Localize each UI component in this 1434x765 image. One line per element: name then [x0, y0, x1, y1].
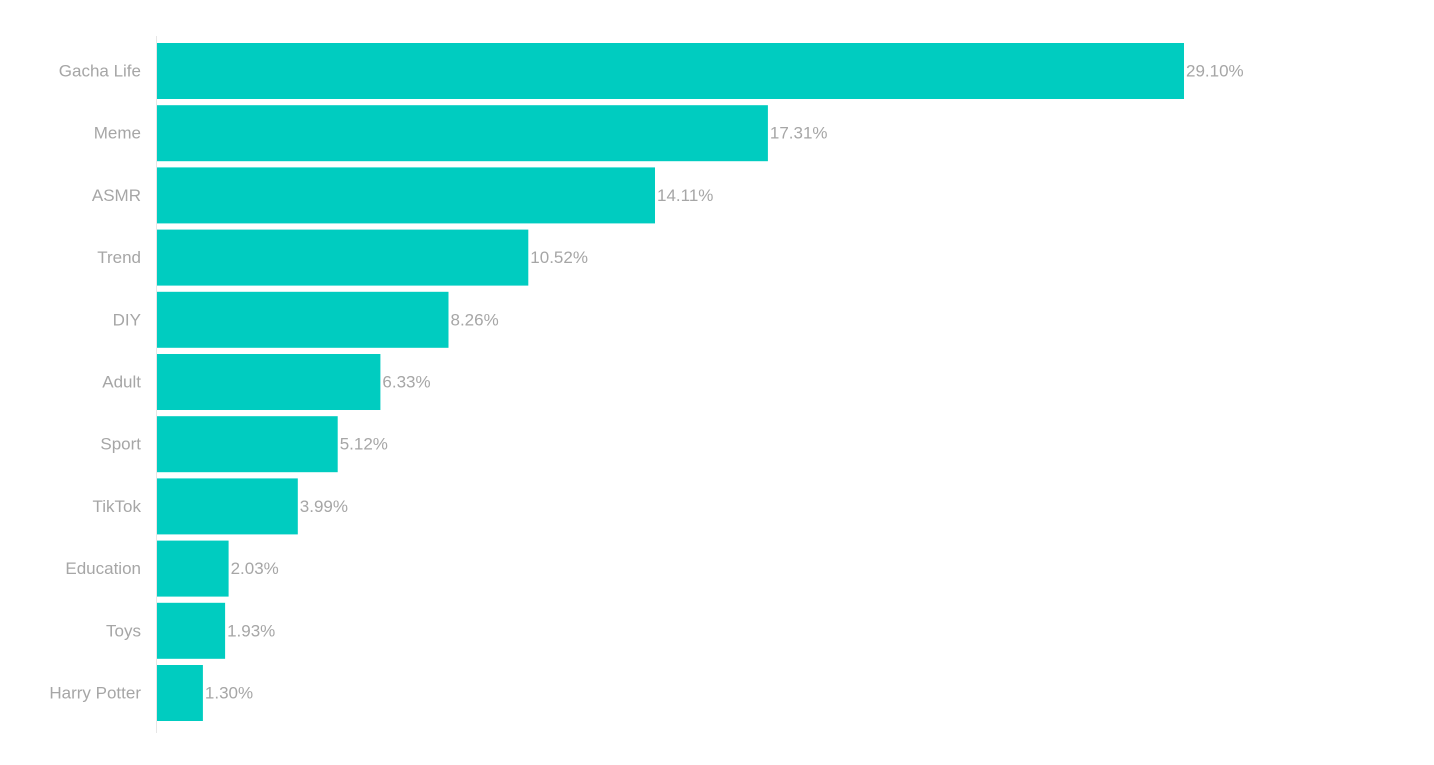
bar — [157, 665, 203, 721]
bar — [157, 478, 298, 535]
category-label: DIY — [113, 310, 141, 329]
value-label: 3.99% — [300, 497, 348, 516]
bar — [157, 416, 338, 473]
bar — [157, 540, 229, 597]
value-label: 10.52% — [530, 248, 588, 267]
category-label: Toys — [106, 621, 141, 640]
category-label: Trend — [97, 248, 141, 267]
bar — [157, 167, 655, 224]
category-labels-group: Gacha Life Meme ASMR Trend DIY Adult Sport TikT… — [49, 62, 141, 703]
value-label: 1.93% — [227, 621, 275, 640]
category-label: Gacha Life — [59, 62, 141, 81]
bars-group — [157, 43, 1184, 721]
bar — [157, 291, 449, 348]
category-label: TikTok — [93, 497, 142, 516]
value-label: 2.03% — [231, 559, 279, 578]
category-label: Harry Potter — [49, 684, 141, 703]
category-label: Meme — [94, 124, 141, 143]
value-label: 17.31% — [770, 124, 828, 143]
category-label: Adult — [102, 373, 141, 392]
value-label: 14.11% — [657, 186, 713, 205]
bar — [157, 229, 529, 286]
bar — [157, 105, 768, 162]
category-label: ASMR — [92, 186, 141, 205]
category-label: Sport — [100, 435, 141, 454]
category-label: Education — [65, 559, 141, 578]
value-label: 8.26% — [451, 310, 499, 329]
value-label: 5.12% — [340, 435, 388, 454]
value-label: 1.30% — [205, 684, 253, 703]
bar — [157, 43, 1184, 99]
bar — [157, 354, 381, 410]
bar — [157, 602, 226, 659]
value-label: 6.33% — [382, 373, 430, 392]
value-labels-group: 29.10% 17.31% 14.11% 10.52% 8.26% 6.33% 5.12% 3… — [205, 62, 1244, 703]
value-label: 29.10% — [1186, 62, 1244, 81]
